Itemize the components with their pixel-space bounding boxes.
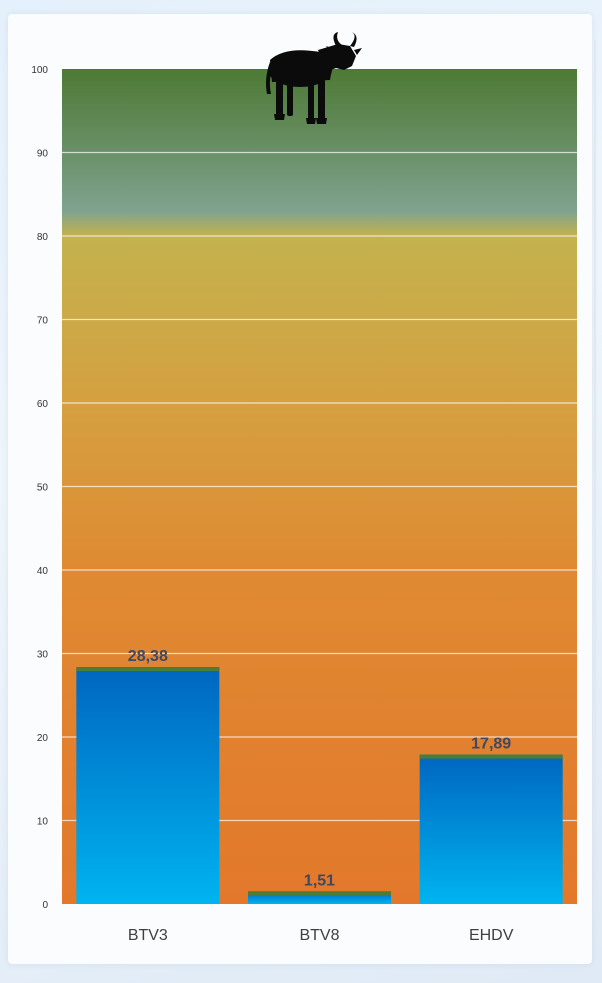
category-labels: BTV3 BTV8 EHDV: [128, 927, 514, 944]
y-tick-label: 0: [42, 900, 48, 911]
bar-ehdv: [419, 754, 563, 904]
bar-cap: [248, 891, 391, 896]
bar-btv3: [76, 667, 220, 904]
y-tick-label: 50: [37, 483, 49, 494]
y-axis-ticks: 0 10 20 30 40 50 60 70 80 90 100: [31, 65, 48, 911]
value-label: 1,51: [304, 872, 335, 889]
y-tick-label: 70: [37, 316, 49, 327]
gridlines: [62, 151, 577, 822]
bar-cap: [76, 667, 220, 672]
value-labels: 28,38 1,51 17,89: [128, 648, 511, 889]
y-tick-label: 80: [37, 232, 49, 243]
category-label: BTV8: [299, 927, 339, 944]
category-label: EHDV: [469, 927, 514, 944]
panel-divider: [594, 40, 596, 940]
y-tick-label: 40: [37, 566, 49, 577]
y-tick-label: 100: [31, 65, 48, 76]
y-tick-label: 20: [37, 733, 49, 744]
category-label: BTV3: [128, 927, 168, 944]
bars: [76, 667, 563, 904]
value-label: 17,89: [471, 736, 511, 753]
cow-icon: [266, 32, 362, 124]
bar-cap: [419, 754, 563, 759]
y-tick-label: 10: [37, 817, 49, 828]
y-tick-label: 90: [37, 149, 49, 160]
value-label: 28,38: [128, 648, 168, 665]
y-tick-label: 60: [37, 399, 49, 410]
y-tick-label: 30: [37, 650, 49, 661]
